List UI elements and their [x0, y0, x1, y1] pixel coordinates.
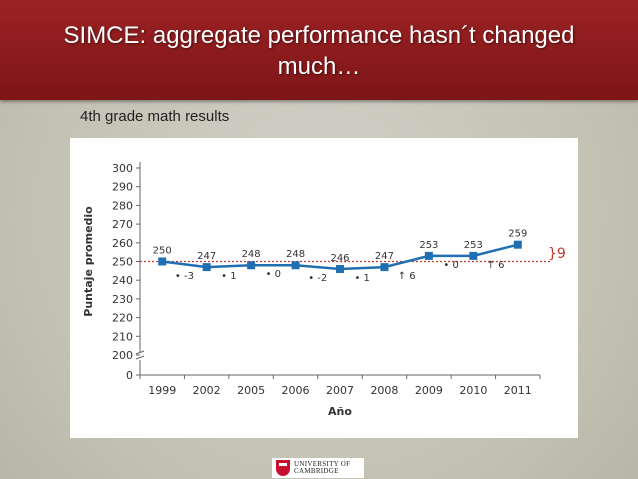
y-tick-label: 290: [112, 181, 133, 194]
y-tick-label: 260: [112, 237, 133, 250]
y-axis-title: Puntaje promedio: [82, 206, 95, 317]
change-label: • -2: [308, 273, 327, 284]
logo-line1: UNIVERSITY OF: [294, 460, 351, 468]
line-chart: 0 200 210 220 230 240 250 260 270 280 290 300 1999 20…: [82, 162, 566, 418]
x-tick-label: 2005: [237, 384, 265, 397]
x-axis-title: Año: [328, 405, 352, 418]
data-label: 250: [153, 246, 172, 257]
data-label: 246: [330, 253, 349, 264]
change-label: ↑ 6: [398, 271, 416, 282]
title-bar: [0, 0, 638, 100]
data-point: [158, 257, 167, 266]
change-label: • 0: [266, 269, 281, 280]
y-tick-label: 220: [112, 312, 133, 325]
data-point: [247, 261, 256, 270]
y-tick-label: 0: [126, 369, 133, 382]
data-label: 247: [375, 251, 394, 262]
slide-title: SIMCE: aggregate performance hasn´t chan…: [0, 20, 638, 82]
x-tick-label: 2009: [415, 384, 443, 397]
chart-panel: 0 200 210 220 230 240 250 260 270 280 290 300 1999 20…: [70, 138, 578, 438]
y-tick-label: 270: [112, 218, 133, 231]
data-point: [336, 264, 344, 273]
logo-text: UNIVERSITY OF CAMBRIDGE: [294, 461, 350, 475]
data-label: 248: [242, 249, 261, 260]
shield-icon: [276, 460, 290, 476]
data-point: [202, 263, 211, 272]
data-label: 253: [419, 240, 438, 251]
y-tick-label: 280: [112, 199, 133, 212]
x-tick-label: 2008: [370, 384, 398, 397]
x-tick-label: 2002: [193, 384, 221, 397]
x-tick-label: 2011: [504, 384, 532, 397]
university-logo: UNIVERSITY OF CAMBRIDGE: [272, 458, 364, 478]
y-tick-label: 230: [112, 293, 133, 306]
slide-title-line1: SIMCE: aggregate performance hasn´t chan…: [63, 22, 575, 49]
change-label: • 0: [443, 260, 458, 271]
y-tick-label: 200: [112, 349, 133, 362]
data-label: 253: [464, 240, 483, 251]
logo-line2: CAMBRIDGE: [294, 467, 339, 475]
data-point: [469, 251, 478, 260]
bracket-annotation: }9: [548, 246, 566, 262]
chart-subtitle: 4th grade math results: [80, 108, 230, 125]
data-point: [380, 263, 389, 272]
change-label: • 1: [354, 273, 369, 284]
change-label: ↑ 6: [487, 260, 505, 271]
slide-title-line2: much…: [277, 53, 361, 80]
data-point: [291, 261, 300, 270]
y-tick-label: 250: [112, 256, 133, 269]
axis-break-mark: [135, 350, 145, 360]
data-point: [513, 240, 522, 249]
x-tick-label: 1999: [148, 384, 176, 397]
data-point: [424, 251, 433, 260]
data-label: 259: [508, 229, 527, 240]
data-label: 248: [286, 249, 305, 260]
change-label: • -3: [175, 271, 194, 282]
change-label: • 1: [221, 271, 236, 282]
y-tick-label: 300: [112, 162, 133, 175]
y-tick-label: 210: [112, 330, 133, 343]
y-tick-label: 240: [112, 274, 133, 287]
x-tick-label: 2007: [326, 384, 354, 397]
x-tick-label: 2010: [459, 384, 487, 397]
x-tick-label: 2006: [282, 384, 310, 397]
data-label: 247: [197, 251, 216, 262]
